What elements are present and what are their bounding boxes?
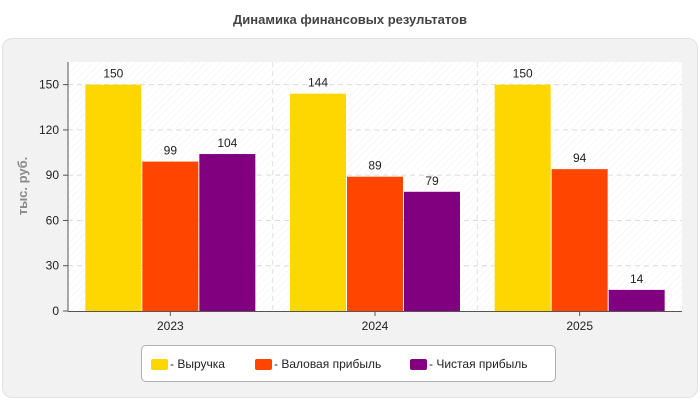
x-tick-label: 2024 (362, 319, 389, 333)
x-tick-label: 2025 (566, 319, 593, 333)
bar (608, 289, 665, 311)
bar (85, 84, 142, 312)
y-ticks: 0 30 60 90 120 150 (39, 78, 68, 318)
y-tick-label: 90 (46, 168, 60, 182)
data-label: 150 (103, 67, 123, 81)
bar (142, 161, 199, 311)
data-label: 94 (573, 151, 587, 165)
y-axis-label: тыс. руб. (15, 157, 30, 216)
x-tick-label: 2023 (157, 319, 184, 333)
chart-title: Динамика финансовых результатов (233, 12, 467, 27)
legend-item: - Чистая прибыль (410, 357, 528, 371)
legend-swatch (151, 358, 168, 370)
bar (290, 93, 346, 311)
data-label: 14 (630, 272, 644, 286)
bar (494, 84, 551, 312)
y-tick-label: 0 (52, 304, 59, 318)
data-label: 104 (217, 136, 237, 150)
y-tick-label: 30 (46, 259, 60, 273)
bar (347, 176, 403, 311)
legend-label: - Чистая прибыль (429, 357, 528, 371)
y-tick-label: 120 (39, 123, 59, 137)
y-tick-label: 60 (46, 213, 60, 227)
bar (199, 154, 256, 311)
legend-item: - Валовая прибыль (255, 357, 381, 371)
legend-swatch (255, 358, 272, 370)
x-ticks: 2023 2024 2025 (157, 311, 593, 333)
legend-item: - Выручка (151, 357, 225, 371)
bars (85, 84, 665, 312)
data-label: 79 (425, 174, 439, 188)
data-labels: 150 99 104 144 89 79 150 94 14 (103, 67, 643, 286)
legend-swatch (410, 358, 427, 370)
data-label: 99 (164, 144, 178, 158)
legend: - Выручка - Валовая прибыль - Чистая прибы… (141, 345, 556, 382)
data-label: 89 (368, 159, 382, 173)
data-label: 144 (308, 76, 328, 90)
bar (404, 191, 460, 311)
legend-label: - Валовая прибыль (274, 357, 382, 371)
legend-label: - Выручка (170, 357, 225, 371)
data-label: 150 (513, 67, 533, 81)
y-tick-label: 150 (39, 78, 59, 92)
bar (551, 169, 608, 311)
